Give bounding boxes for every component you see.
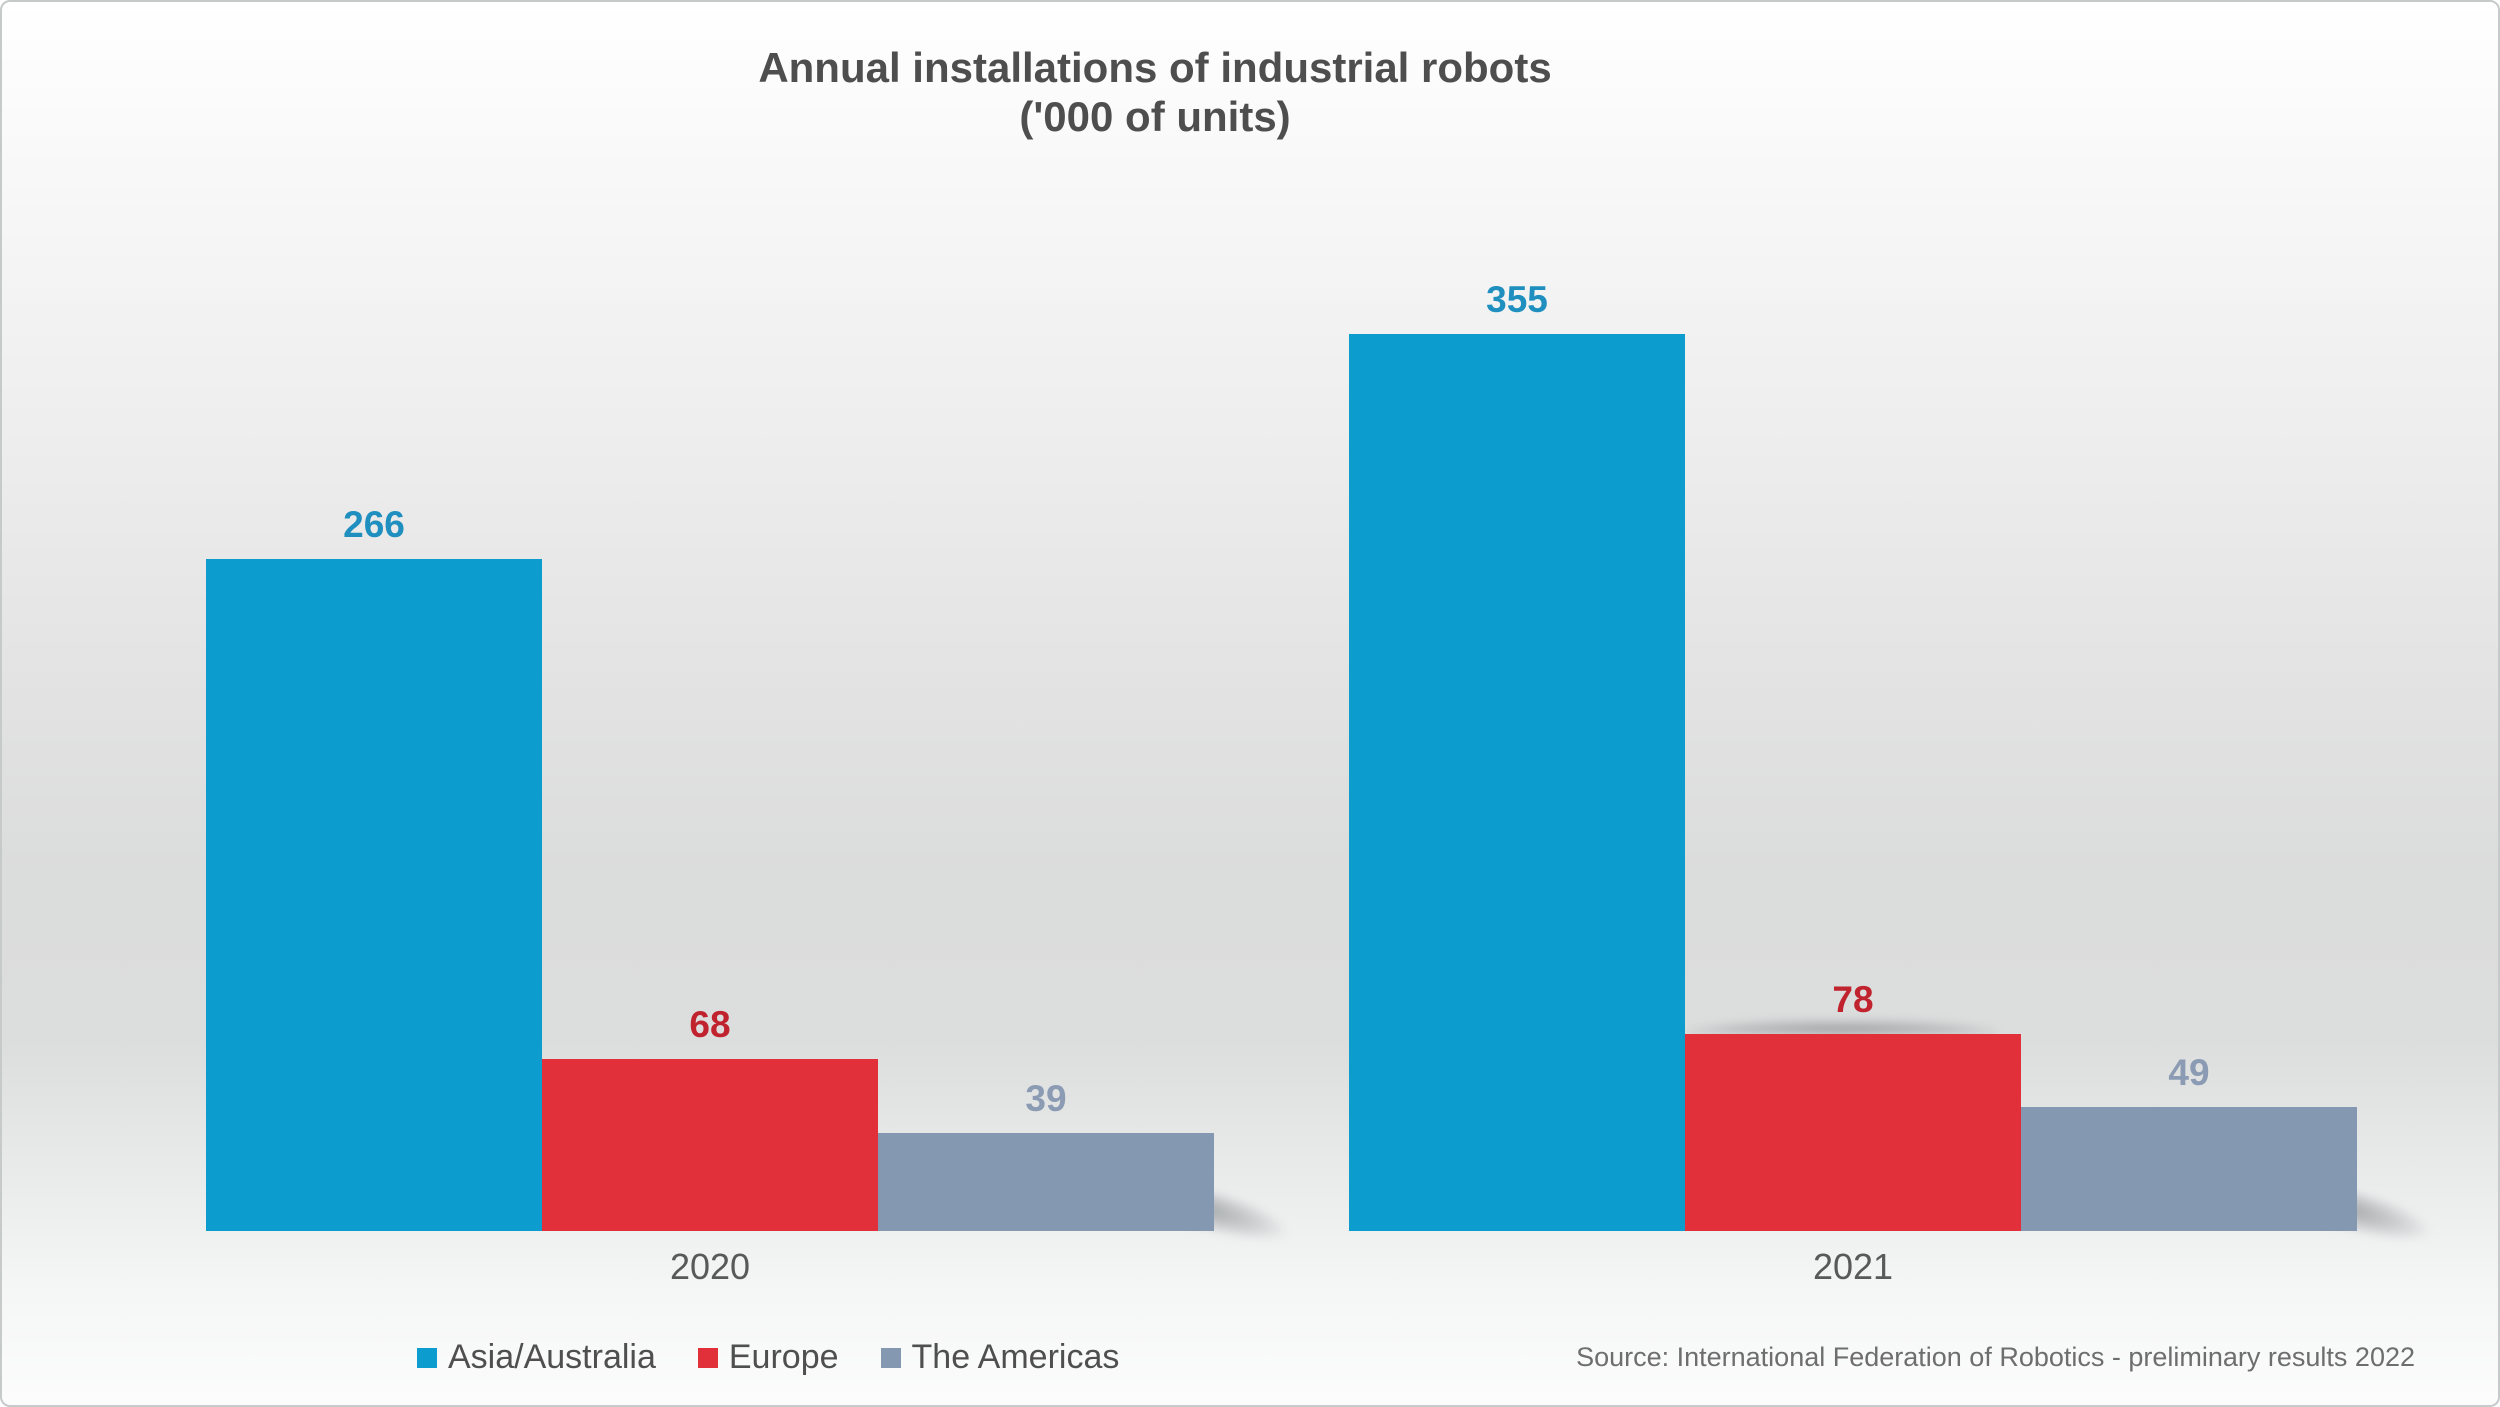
value-label-europe-2021: 78 <box>1832 979 1874 1020</box>
bar-europe-2020 <box>542 1059 878 1231</box>
legend-item-asia-australia: Asia/Australia <box>417 1338 656 1377</box>
bar-asia-australia-2021 <box>1349 334 1685 1231</box>
chart-title-line-1: Annual installations of industrial robot… <box>758 44 1552 91</box>
value-label-the-americas-2021: 49 <box>2168 1052 2210 1093</box>
value-label-asia-australia-2020: 266 <box>343 504 405 545</box>
legend-item-label: Europe <box>728 1338 839 1376</box>
legend-swatch-icon <box>417 1347 437 1368</box>
value-label-europe-2020: 68 <box>689 1004 731 1045</box>
legend-swatch-icon <box>697 1347 718 1368</box>
bar-shadow <box>1687 1019 1997 1034</box>
value-label-asia-australia-2021: 355 <box>1486 279 1548 320</box>
bar-asia-australia-2020 <box>206 559 542 1231</box>
x-axis-label-2021: 2021 <box>1812 1246 1894 1287</box>
source-note: Source: International Federation of Robo… <box>1576 1342 2415 1372</box>
legend-item-label: The Americas <box>911 1338 1120 1376</box>
legend-item-label: Asia/Australia <box>448 1338 656 1376</box>
value-label-the-americas-2020: 39 <box>1025 1078 1067 1119</box>
x-axis-label-2020: 2020 <box>669 1246 751 1287</box>
bar-the-americas-2021 <box>2021 1107 2357 1231</box>
chart-title: Annual installations of industrial robot… <box>758 44 1551 141</box>
bar-the-americas-2020 <box>878 1133 1214 1231</box>
legend-swatch-icon <box>880 1347 901 1368</box>
legend: Asia/Australia Europe The Americas <box>417 1338 1119 1377</box>
chart-title-line-2: ('000 of units) <box>1019 92 1291 140</box>
legend-item-the-americas: The Americas <box>880 1338 1120 1377</box>
legend-item-europe: Europe <box>697 1338 839 1377</box>
bar-europe-2021 <box>1685 1034 2021 1231</box>
